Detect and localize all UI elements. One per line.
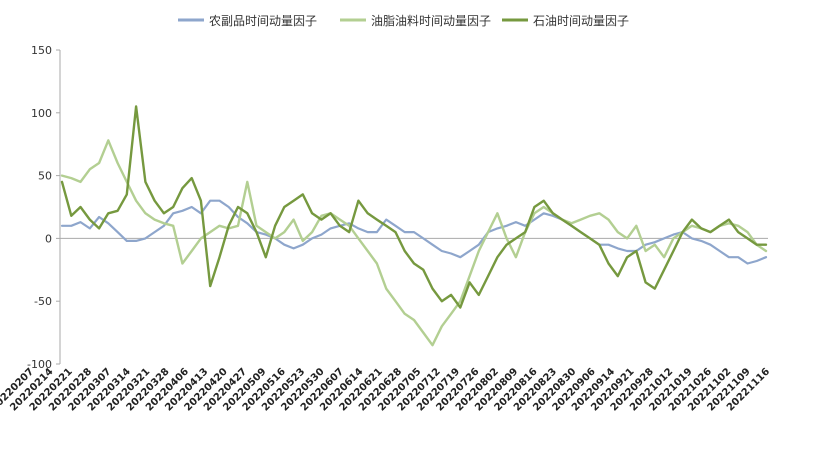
y-axis: -100 -50 0 50 100 150: [27, 44, 61, 371]
y-tick-label: 50: [38, 170, 52, 183]
x-axis: 2022020720220214202202212022022820220307…: [0, 237, 772, 413]
series-line-3: [60, 105, 768, 309]
series-line-1: [60, 199, 768, 265]
legend: 农副品时间动量因子 油脂油料时间动量因子 石油时间动量因子: [178, 13, 629, 28]
y-tick-label: -100: [27, 358, 52, 371]
legend-label-2: 油脂油料时间动量因子: [371, 13, 491, 28]
legend-label-3: 石油时间动量因子: [533, 14, 629, 28]
legend-label-1: 农副品时间动量因子: [209, 14, 317, 28]
y-tick-label: -50: [34, 295, 52, 308]
y-tick-label: 100: [31, 107, 52, 120]
y-tick-label: 0: [45, 232, 52, 245]
series-line-2: [60, 139, 768, 347]
y-tick-label: 150: [31, 44, 52, 57]
series-layer: [60, 105, 768, 347]
